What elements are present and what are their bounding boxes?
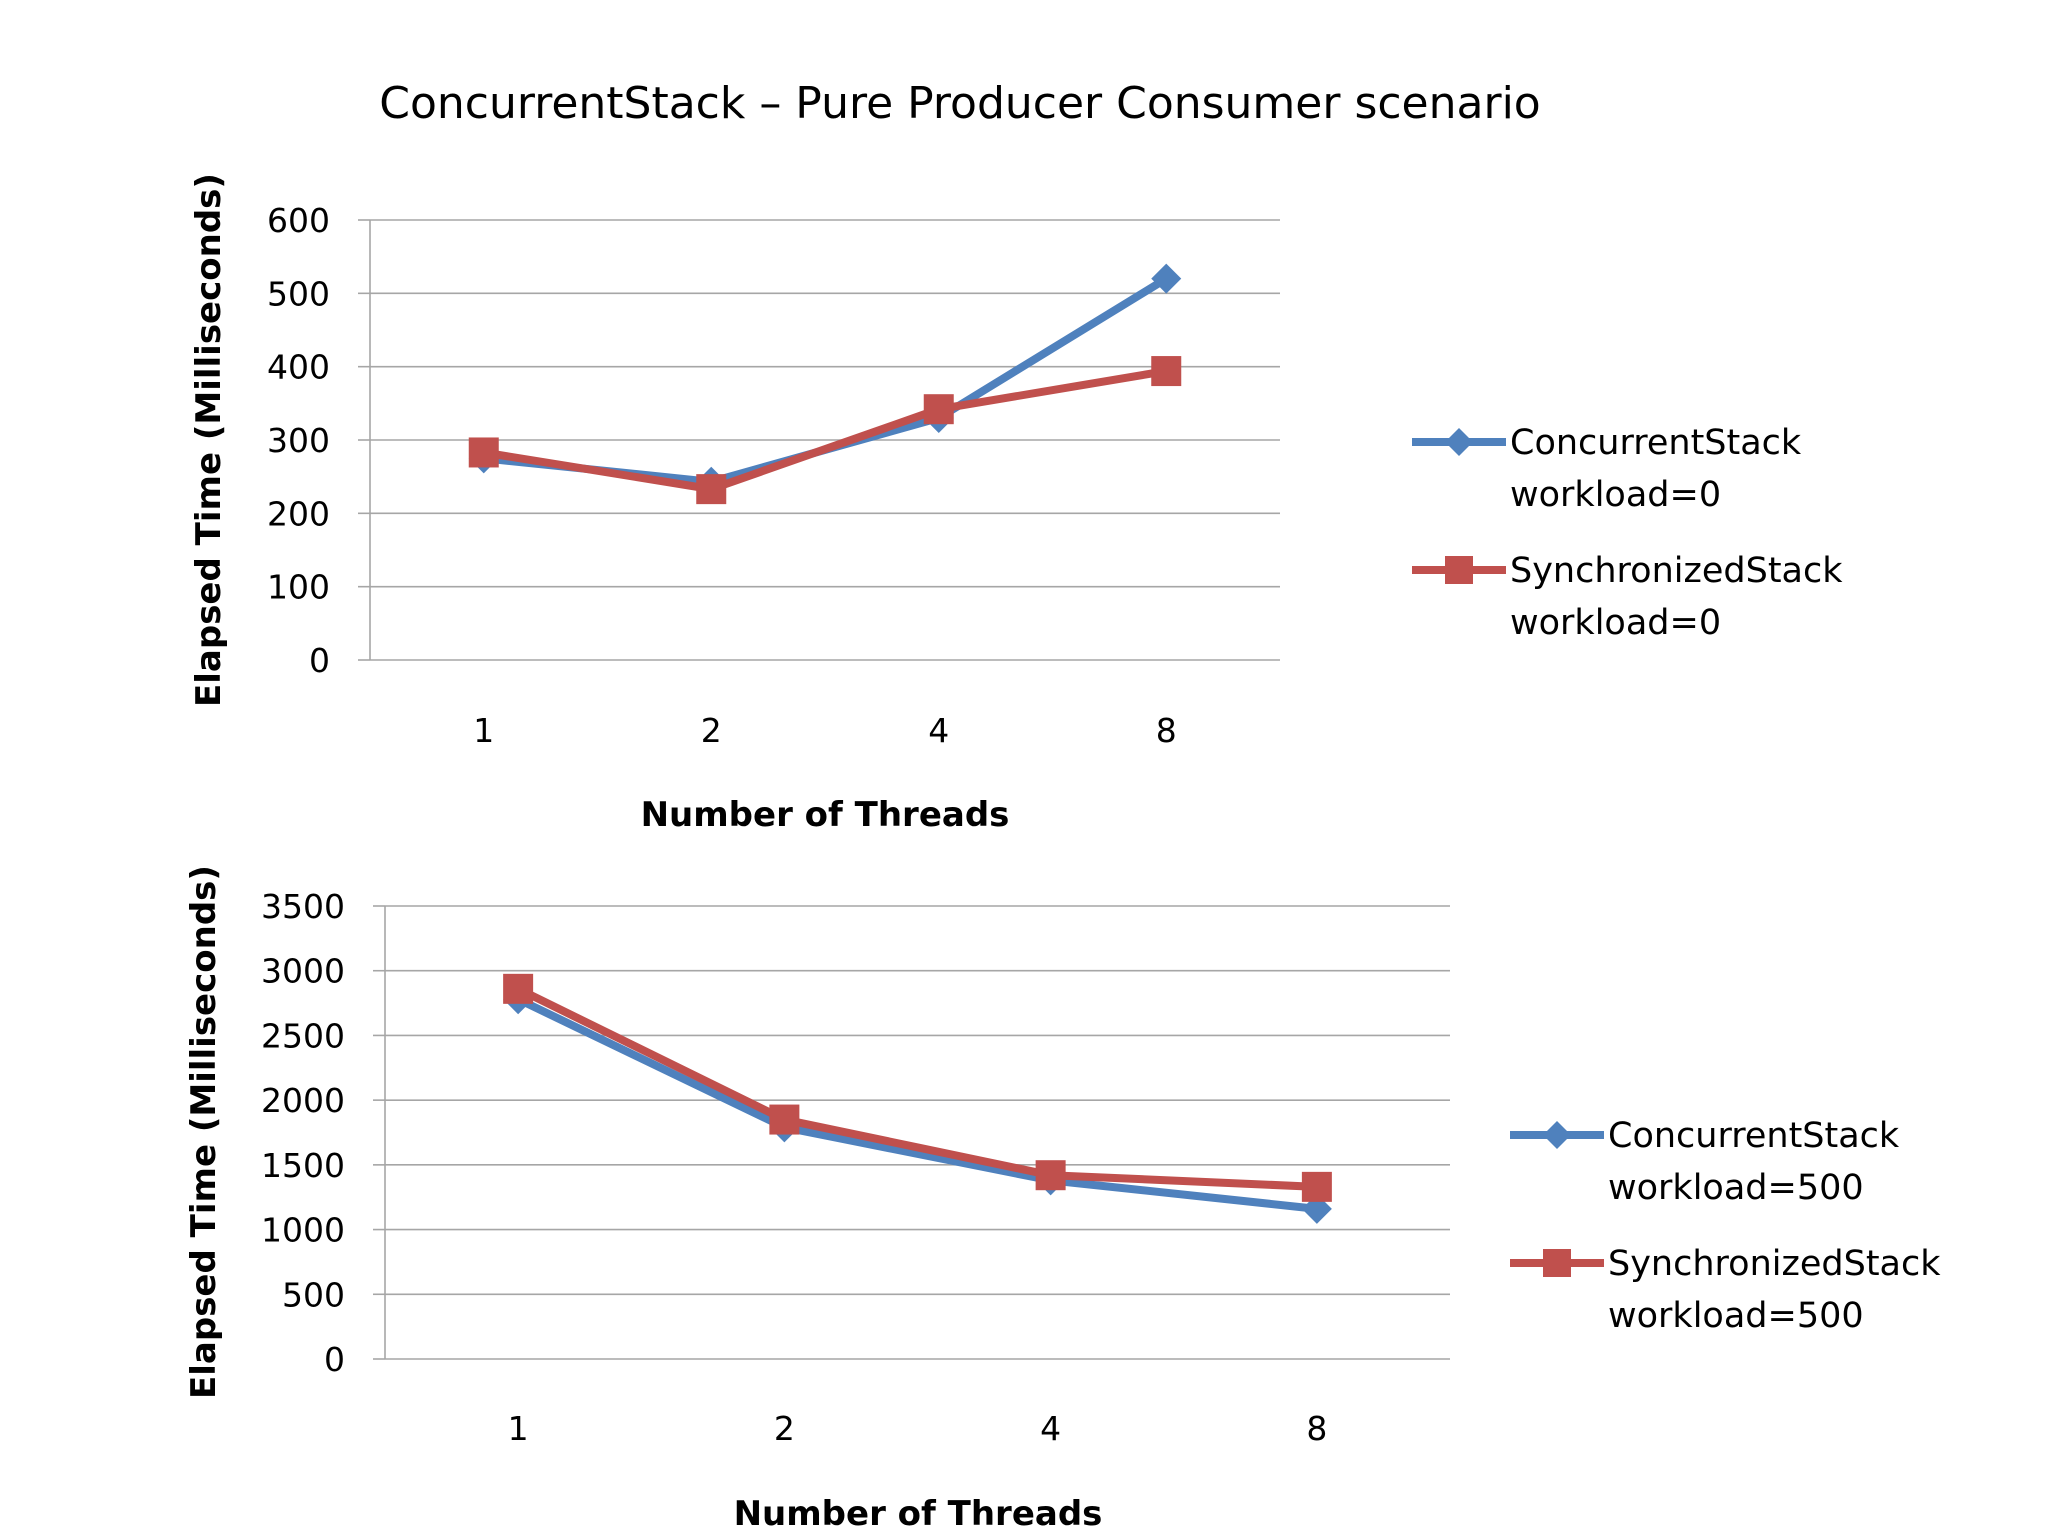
data-point-diamond [1151, 263, 1182, 294]
legend-label: workload=500 [1608, 1168, 1864, 1208]
x-tick-label: 1 [508, 1409, 529, 1448]
data-point-square [1301, 1171, 1332, 1202]
legend-marker-square [1543, 1249, 1571, 1277]
y-tick-label: 2500 [261, 1016, 345, 1055]
legend-label: ConcurrentStack [1608, 1116, 1900, 1156]
legend-label: workload=0 [1510, 475, 1721, 515]
data-point-square [696, 474, 727, 505]
y-tick-label: 2000 [261, 1081, 345, 1120]
legend-label: workload=500 [1608, 1296, 1864, 1336]
x-tick-label: 8 [1156, 711, 1177, 750]
y-tick-label: 100 [267, 568, 330, 607]
x-tick-label: 2 [701, 711, 722, 750]
y-tick-label: 500 [267, 274, 330, 313]
y-axis-title: Elapsed Time (Milliseconds) [189, 173, 229, 707]
legend-label: workload=0 [1510, 603, 1721, 643]
legend-label: ConcurrentStack [1510, 423, 1802, 463]
legend-label: SynchronizedStack [1510, 551, 1843, 591]
data-point-square [923, 394, 954, 425]
y-tick-label: 0 [324, 1340, 345, 1379]
y-tick-label: 600 [267, 201, 330, 240]
data-point-square [468, 437, 499, 468]
x-tick-label: 8 [1306, 1409, 1327, 1448]
data-point-square [1035, 1160, 1066, 1191]
x-tick-label: 2 [774, 1409, 795, 1448]
x-tick-label: 4 [928, 711, 949, 750]
x-axis-title: Number of Threads [641, 795, 1010, 835]
data-point-square [503, 973, 534, 1004]
series-line-1 [483, 367, 1167, 494]
y-tick-label: 500 [282, 1275, 345, 1314]
legend-marker-diamond [1445, 428, 1473, 456]
y-tick-label: 3500 [261, 887, 345, 926]
data-point-square [1151, 356, 1182, 387]
series-line-1 [516, 985, 1318, 1191]
x-axis-title: Number of Threads [734, 1494, 1103, 1534]
y-tick-label: 200 [267, 494, 330, 533]
data-point-square [769, 1104, 800, 1135]
x-tick-label: 1 [473, 711, 494, 750]
y-axis-title: Elapsed Time (Milliseconds) [184, 865, 224, 1399]
y-tick-label: 400 [267, 348, 330, 387]
y-tick-label: 1500 [261, 1146, 345, 1185]
series-line-0 [516, 995, 1318, 1213]
y-tick-label: 1000 [261, 1211, 345, 1250]
page-title: ConcurrentStack – Pure Producer Consumer… [379, 78, 1541, 129]
x-tick-label: 4 [1040, 1409, 1061, 1448]
y-tick-label: 3000 [261, 952, 345, 991]
y-tick-label: 300 [267, 421, 330, 460]
y-tick-label: 0 [309, 641, 330, 680]
legend-marker-diamond [1543, 1121, 1571, 1149]
legend-marker-square [1445, 556, 1473, 584]
legend-label: SynchronizedStack [1608, 1244, 1941, 1284]
